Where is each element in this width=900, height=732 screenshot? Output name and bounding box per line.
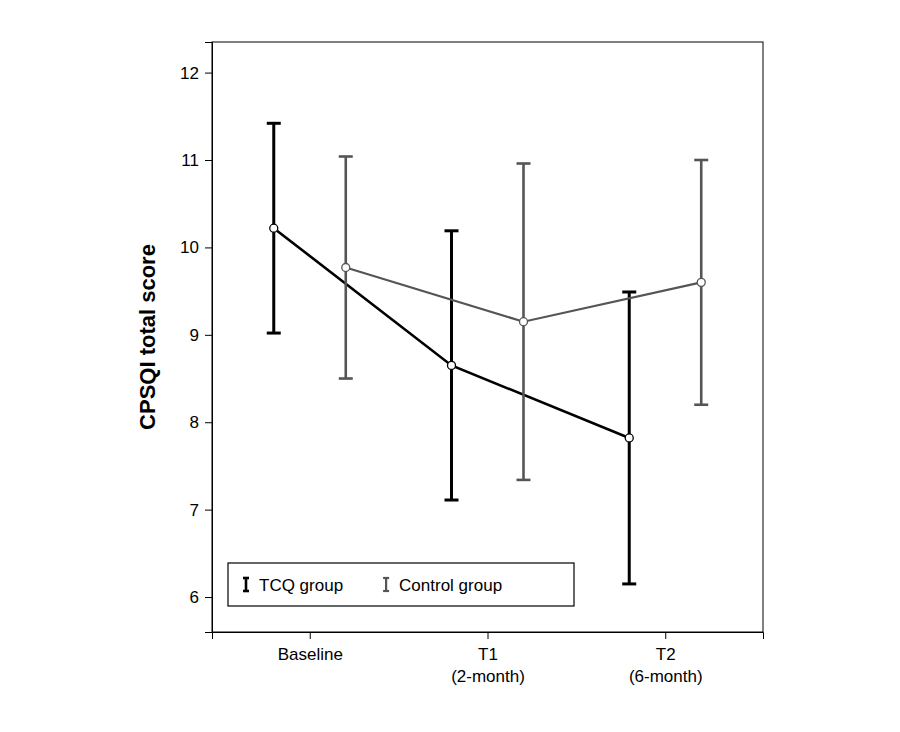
y-tick-mark — [205, 422, 212, 423]
x-tick-mark — [488, 632, 489, 639]
error-bar-cap — [339, 377, 353, 380]
error-bar-cap — [694, 159, 708, 162]
point — [342, 264, 350, 272]
legend-symbol-cap — [243, 590, 249, 593]
y-tick: 11 — [181, 151, 212, 170]
legend: TCQ group Control group — [228, 563, 574, 606]
series-0 — [267, 123, 636, 584]
legend-item: Control group — [383, 576, 502, 595]
error-bar — [267, 123, 281, 333]
error-bar — [622, 292, 636, 584]
chart: 6 7 8 9 10 11 12 Baseline T1 (2-month) T2 (6-month)… — [0, 0, 900, 732]
x-tick-label-line: Baseline — [278, 645, 343, 664]
y-tick-mark — [205, 73, 212, 74]
error-bar-cap — [339, 155, 353, 158]
x-tick: T2 (6-month) — [629, 632, 703, 686]
legend-item: TCQ group — [243, 576, 343, 595]
legend-label: Control group — [399, 576, 502, 595]
error-bar-cap — [267, 332, 281, 335]
y-tick-mark — [205, 597, 212, 598]
error-bar-cap — [517, 479, 531, 482]
point — [270, 224, 278, 232]
error-bar-cap — [267, 122, 281, 125]
y-tick-label: 7 — [190, 501, 199, 520]
error-bar-cap — [517, 162, 531, 165]
x-tick-label: T1 (2-month) — [451, 645, 525, 686]
x-tick-label-line: (6-month) — [629, 667, 703, 686]
y-tick: 9 — [190, 326, 212, 345]
error-bar-cap — [622, 290, 636, 293]
legend-label: TCQ group — [259, 576, 343, 595]
point — [625, 434, 633, 442]
y-tick: 10 — [180, 238, 212, 257]
x-tick-mark — [310, 632, 311, 639]
x-axis-line — [213, 633, 764, 640]
x-tick: T1 (2-month) — [451, 632, 525, 686]
x-tick-label: Baseline — [278, 645, 343, 664]
legend-box — [228, 563, 574, 606]
y-tick-mark — [205, 247, 212, 248]
y-tick: 12 — [180, 64, 212, 83]
x-axis: Baseline T1 (2-month) T2 (6-month) — [213, 632, 764, 686]
error-bar-cap — [622, 582, 636, 585]
plot-area — [267, 123, 708, 584]
x-tick: Baseline — [278, 632, 343, 664]
y-tick: 8 — [190, 413, 212, 432]
y-axis-line — [205, 43, 213, 633]
x-tick-label: T2 (6-month) — [629, 645, 703, 686]
series-1 — [339, 157, 708, 480]
error-bar-cap — [445, 229, 459, 232]
legend-symbol — [385, 578, 387, 591]
y-tick: 7 — [190, 501, 212, 520]
y-tick-label: 6 — [190, 588, 199, 607]
y-tick-mark — [205, 160, 212, 161]
legend-symbol-cap — [243, 577, 249, 580]
error-bar — [517, 163, 531, 479]
y-tick: 6 — [190, 588, 212, 607]
y-tick-label: 10 — [180, 238, 199, 257]
y-tick-mark — [205, 335, 212, 336]
y-tick-label: 8 — [190, 413, 199, 432]
error-bar-cap — [694, 403, 708, 406]
y-tick-label: 12 — [180, 64, 199, 83]
error-bar — [445, 231, 459, 500]
y-tick-mark — [205, 510, 212, 511]
legend-symbol — [245, 578, 248, 591]
error-bar-cap — [445, 499, 459, 502]
legend-symbol-cap — [383, 590, 389, 592]
x-tick-label-line: T1 — [478, 645, 498, 664]
x-tick-mark — [665, 632, 666, 639]
point — [697, 278, 705, 286]
plot-frame — [212, 42, 763, 632]
point — [520, 318, 528, 326]
legend-symbol-cap — [383, 577, 389, 579]
x-tick-label-line: (2-month) — [451, 667, 525, 686]
error-bar — [694, 160, 708, 405]
y-axis: 6 7 8 9 10 11 12 — [180, 43, 212, 633]
y-axis-title: CPSQI total score — [135, 244, 160, 430]
point — [448, 361, 456, 369]
x-tick-label-line: T2 — [656, 645, 676, 664]
error-bar — [339, 157, 353, 379]
y-tick-label: 11 — [181, 151, 199, 170]
y-tick-label: 9 — [190, 326, 199, 345]
